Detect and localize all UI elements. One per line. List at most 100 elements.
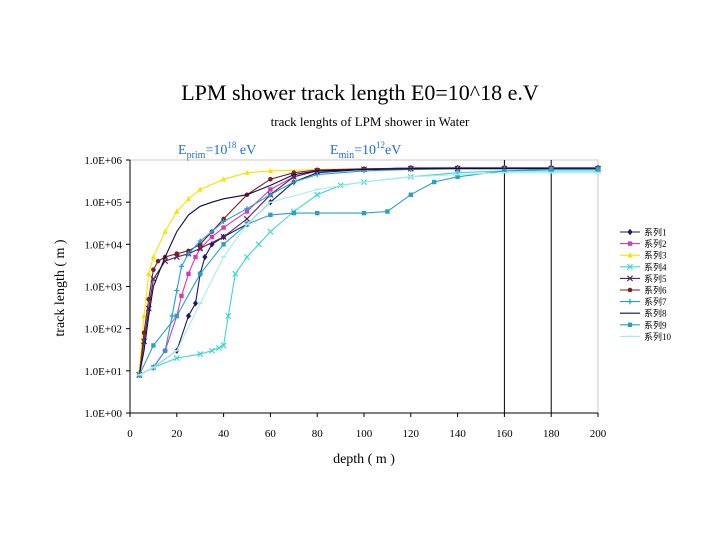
series-7-point: [197, 238, 203, 244]
series-9-point: [221, 242, 226, 247]
y-tick-label: 1.0E+04: [84, 239, 122, 251]
series-4-point: [243, 254, 251, 261]
series-7-point: [267, 192, 273, 198]
series-4-point: [314, 191, 321, 198]
series-3-point: [244, 169, 250, 175]
series-7-point: [291, 179, 297, 185]
series-6: [137, 165, 601, 378]
series-9-point: [268, 212, 273, 218]
series-3-point: [162, 228, 168, 234]
x-tick-label: 160: [496, 428, 513, 440]
legend-label: 系列4: [644, 261, 667, 272]
series-5-point: [197, 245, 204, 252]
emin-annotation: Emin=1012eV: [330, 140, 401, 161]
series-1-line: [139, 167, 598, 376]
series-7-point: [221, 218, 227, 224]
y-tick-label: 1.0E+00: [84, 408, 122, 420]
legend-swatch-marker: [627, 241, 633, 246]
legend-label: 系列7: [644, 296, 667, 307]
x-tick-label: 200: [590, 428, 607, 440]
legend-swatch-marker: [627, 299, 633, 305]
series-2: [137, 165, 601, 378]
series-5-line: [138, 168, 598, 375]
series-1: [136, 164, 601, 379]
series-4-point: [232, 270, 239, 277]
series-9: [137, 167, 601, 378]
series-5-point: [173, 254, 180, 261]
series-4-point: [225, 312, 232, 319]
series-7-point: [185, 251, 192, 257]
series-9-point: [174, 313, 179, 319]
series-1-point: [185, 312, 192, 320]
series-7-point: [209, 229, 215, 235]
series-9-point: [151, 343, 156, 348]
x-tick-label: 40: [218, 428, 230, 440]
series-3-point: [150, 254, 156, 260]
legend-label: 系列1: [644, 227, 667, 238]
series-4-point: [208, 347, 215, 354]
x-tick-label: 140: [449, 428, 466, 440]
series-4-point: [197, 351, 204, 358]
series-9-point: [198, 271, 203, 277]
series-4-point: [255, 241, 262, 248]
y-axis-label: track length ( m ): [53, 239, 68, 337]
series-2-point: [221, 225, 226, 230]
series-4-point: [267, 228, 274, 235]
series-9-point: [385, 209, 390, 214]
series-2-point: [209, 234, 215, 240]
series-6-point: [151, 267, 156, 273]
series-9-point: [502, 168, 507, 174]
series-5: [136, 165, 602, 378]
legend-swatch-marker: [627, 287, 633, 293]
legend-label: 系列9: [644, 319, 667, 330]
x-axis-label: depth ( m ): [333, 452, 395, 467]
series-2-line: [139, 167, 598, 376]
legend-label: 系列3: [644, 250, 667, 261]
series-4-point: [220, 342, 227, 349]
series-9-point: [291, 210, 296, 216]
series-8: [138, 167, 598, 376]
x-tick-label: 60: [265, 428, 277, 440]
series-3-point: [267, 167, 273, 174]
series-3-point: [174, 208, 180, 214]
series-9-point: [432, 179, 437, 185]
series-7-point: [178, 263, 185, 269]
series-10: [136, 171, 601, 376]
y-tick-label: 1.0E+01: [84, 366, 122, 378]
series-4-line: [139, 170, 598, 376]
series-4-point: [173, 355, 180, 362]
series-layer: [136, 164, 602, 379]
x-tick-label: 180: [543, 428, 560, 440]
x-tick-label: 20: [171, 428, 183, 440]
legend-swatch-marker: [627, 322, 633, 327]
slide-title: LPM shower track length E0=10^18 e.V: [181, 80, 539, 105]
legend-label: 系列6: [644, 285, 667, 296]
series-6-point: [155, 258, 161, 264]
legend-swatch-marker: [626, 263, 634, 270]
series-6-point: [146, 296, 152, 302]
series-6-point: [268, 176, 273, 182]
series-5-point: [243, 215, 251, 222]
legend-label: 系列5: [644, 273, 667, 284]
series-1-point: [192, 300, 199, 307]
legend-swatch-marker: [627, 252, 633, 258]
y-tick-label: 1.0E+05: [84, 197, 122, 209]
x-tick-label: 120: [403, 428, 420, 440]
series-1-point: [202, 253, 208, 261]
x-tick-label: 80: [312, 428, 324, 440]
series-8-line: [138, 167, 598, 376]
series-9-point: [361, 210, 367, 216]
series-3-point: [146, 270, 152, 277]
legend-swatch-marker: [626, 275, 634, 282]
series-2-point: [244, 209, 250, 214]
legend-label: 系列8: [644, 308, 667, 319]
x-tick-label: 0: [127, 428, 133, 440]
chart-title: track lenghts of LPM shower in Water: [271, 114, 470, 129]
series-3-point: [197, 186, 203, 192]
axes: 0 20 40 60 80 100 120 140 160 180 200 1.0E+00 1.0E+0…: [84, 155, 606, 440]
series-4-point: [215, 344, 222, 351]
series-2-point: [179, 293, 184, 299]
x-tick-label: 100: [356, 428, 373, 440]
